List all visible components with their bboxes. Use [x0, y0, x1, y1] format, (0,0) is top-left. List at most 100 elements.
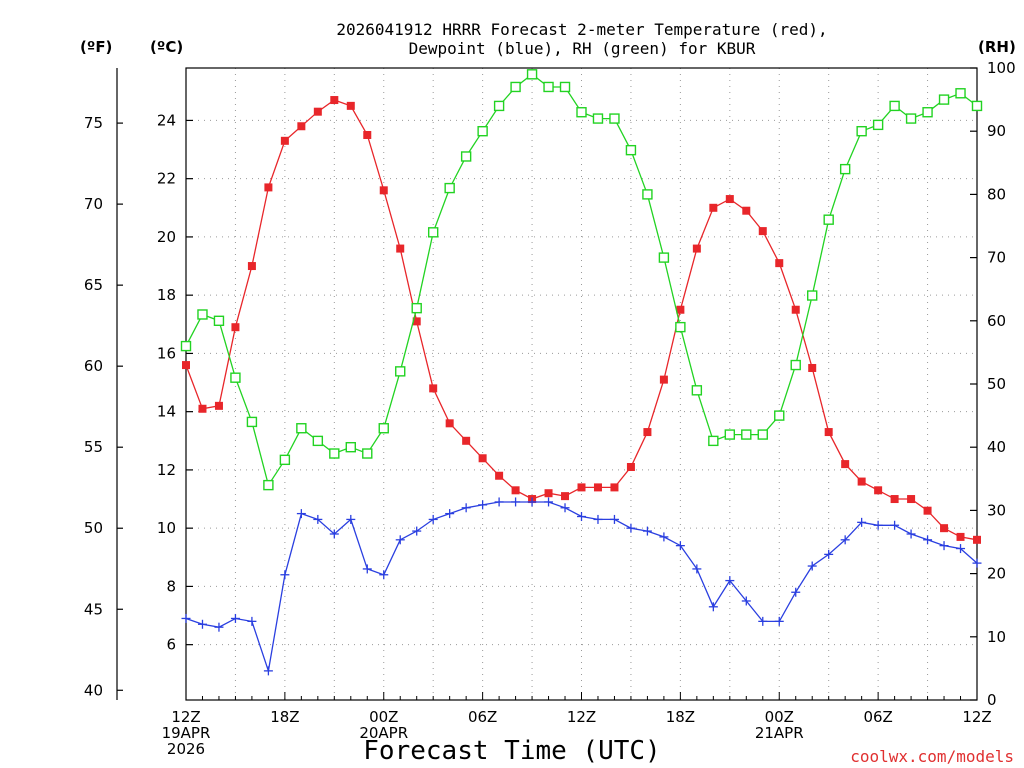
temperature-point	[610, 483, 619, 492]
rh-point	[872, 119, 884, 131]
x-tick-label: 21APR	[755, 724, 804, 742]
temperature-point	[297, 122, 306, 131]
dewpoint-point	[296, 509, 306, 519]
rh-tick-label: 20	[987, 565, 1006, 583]
temperature-point	[445, 419, 454, 428]
rh-point	[477, 125, 488, 137]
dewpoint-point	[445, 509, 455, 519]
rh-point	[790, 359, 801, 371]
rh-series	[180, 69, 983, 491]
temperature-point	[231, 323, 240, 332]
rh-point	[609, 113, 620, 124]
dewpoint-point	[181, 613, 191, 623]
temperature-point	[182, 361, 190, 370]
rh-point	[905, 113, 917, 124]
rh-tick-label: 60	[987, 312, 1006, 330]
plot-frame	[185, 67, 978, 701]
x-tick-label: 20APR	[359, 724, 408, 742]
dewpoint-point	[807, 561, 817, 571]
dewpoint-point	[725, 576, 735, 586]
dewpoint-point	[857, 517, 867, 527]
rh-point	[691, 385, 703, 396]
rh-point	[675, 321, 686, 333]
celsius-tick-label: 10	[157, 519, 176, 537]
dewpoint-point	[362, 564, 372, 574]
temperature-point	[841, 460, 850, 469]
rh-tick-label: 0	[987, 691, 997, 709]
rh-tick-label: 80	[987, 185, 1006, 203]
rh-tick-label: 30	[987, 501, 1006, 519]
rh-point	[757, 429, 768, 440]
temperature-point	[725, 195, 734, 204]
temperature-point	[198, 404, 207, 413]
dewpoint-point	[214, 622, 224, 632]
dewpoint-point	[511, 497, 521, 507]
celsius-unit-label: (ºC)	[150, 38, 183, 56]
temperature-point	[412, 317, 421, 326]
dewpoint-point	[428, 514, 438, 524]
celsius-tick-label: 16	[157, 344, 176, 362]
rh-point	[246, 416, 258, 428]
dewpoint-point	[642, 526, 652, 536]
temperature-point	[709, 203, 718, 212]
fahrenheit-tick-label: 60	[84, 357, 103, 375]
dewpoint-point	[329, 529, 339, 539]
rh-point	[592, 113, 604, 124]
rh-tick-label: 40	[987, 438, 1006, 456]
dewpoint-point	[412, 526, 422, 536]
rh-point	[922, 107, 933, 118]
temperature-point	[577, 483, 586, 492]
rh-point	[460, 151, 472, 162]
x-tick-label: 12Z	[962, 708, 991, 726]
temperature-point	[907, 495, 916, 504]
dewpoint-point	[758, 616, 768, 626]
fahrenheit-tick-label: 75	[84, 114, 103, 132]
temperature-point	[692, 244, 701, 253]
dewpoint-point	[560, 503, 570, 513]
temperature-point	[379, 186, 388, 195]
rh-point	[263, 479, 274, 491]
rh-point	[625, 144, 637, 156]
dewpoint-point	[395, 535, 405, 545]
dewpoint-point	[247, 616, 257, 626]
dewpoint-point	[544, 497, 554, 507]
temperature-point	[511, 486, 520, 495]
rh-point	[197, 309, 208, 320]
fahrenheit-tick-label: 50	[84, 519, 103, 537]
rh-point	[493, 100, 505, 112]
rh-tick-label: 10	[987, 628, 1006, 646]
dewpoint-point	[494, 497, 504, 507]
dewpoint-point	[478, 500, 488, 510]
temperature-point	[544, 489, 553, 498]
dewpoint-point	[923, 535, 933, 545]
rh-point	[856, 125, 867, 137]
rh-point	[378, 423, 389, 434]
rh-point	[427, 227, 439, 238]
dewpoint-point	[906, 529, 916, 539]
tick-labels: 6 8 10 12 14 16 18 20 22 24 40 45 50 55 60 65 70 75 0 10 20 3…	[84, 59, 1016, 758]
dewpoint-point	[263, 666, 273, 676]
temperature-point	[775, 259, 784, 268]
dewpoint-point	[939, 541, 949, 551]
dewpoint-point	[593, 514, 603, 524]
rh-point	[180, 340, 192, 352]
rh-point	[724, 429, 736, 440]
dewpoint-point	[461, 503, 471, 513]
credit-label: coolwx.com/models	[850, 747, 1014, 766]
dewpoint-point	[708, 602, 718, 612]
rh-point	[774, 410, 785, 421]
dewpoint-point	[379, 570, 389, 580]
x-tick-label: 00Z	[369, 708, 398, 726]
dewpoint-point	[873, 520, 883, 530]
celsius-tick-label: 6	[166, 636, 176, 654]
temperature-point	[346, 101, 355, 110]
temperature-point	[973, 535, 981, 544]
temperature-series	[182, 96, 981, 544]
rh-point	[658, 252, 670, 263]
rh-point	[807, 290, 818, 301]
rh-point	[642, 189, 653, 200]
rh-point	[444, 182, 455, 194]
rh-point	[839, 163, 851, 175]
temperature-point	[824, 428, 833, 437]
